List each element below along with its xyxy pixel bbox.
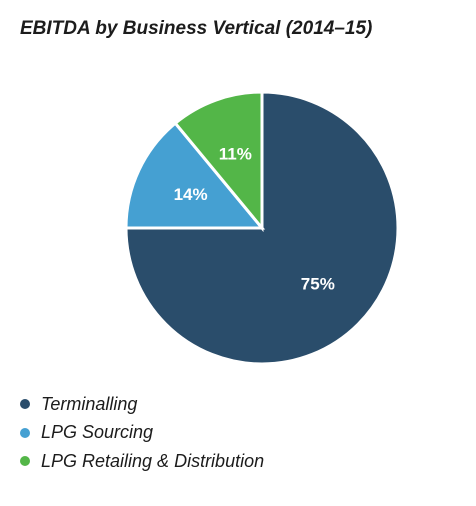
legend-item-terminalling: Terminalling [20, 390, 264, 419]
chart-title: EBITDA by Business Vertical (2014–15) [20, 18, 373, 39]
data-label-lpg-retailing: 11% [219, 144, 252, 163]
legend-swatch-lpg-sourcing [20, 427, 30, 438]
legend-item-lpg-sourcing: LPG Sourcing [20, 419, 264, 448]
legend-label-terminalling: Terminalling [41, 393, 138, 414]
legend-label-lpg-sourcing: LPG Sourcing [41, 422, 154, 443]
legend-label-lpg-retailing: LPG Retailing & Distribution [41, 450, 265, 471]
legend: Terminalling LPG Sourcing LPG Retailing … [20, 390, 264, 476]
legend-swatch-terminalling [20, 399, 30, 410]
pie-slice-lpg-sourcing [124, 121, 266, 230]
legend-swatch-lpg-retailing [20, 456, 30, 467]
data-label-lpg-sourcing: 14% [174, 185, 208, 204]
pie-slice-lpg-retailing [173, 90, 264, 233]
legend-item-lpg-retailing: LPG Retailing & Distribution [20, 447, 264, 476]
data-label-terminalling: 75% [301, 274, 335, 293]
